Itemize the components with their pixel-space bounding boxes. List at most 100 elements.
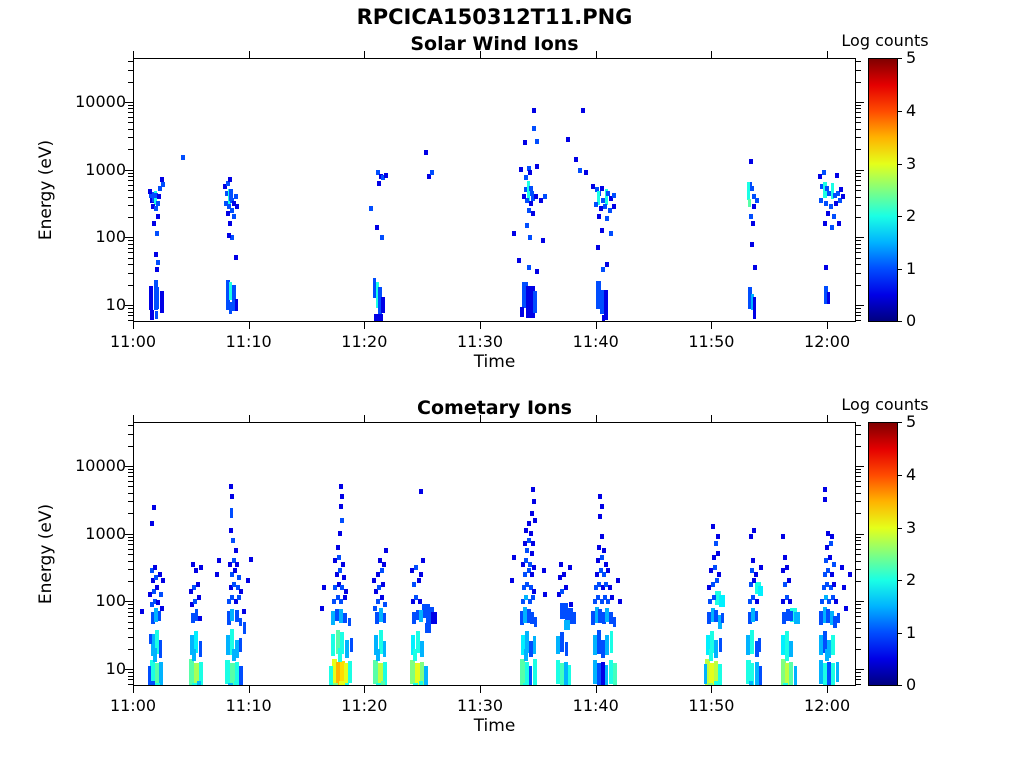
y-minor-tick (856, 122, 861, 124)
data-bin (419, 489, 424, 495)
data-bin (820, 598, 825, 604)
data-bin (784, 649, 789, 662)
data-bin (833, 615, 838, 628)
data-bin (834, 200, 839, 206)
data-bin (752, 578, 757, 584)
data-bin (533, 636, 537, 655)
y-minor-tick (856, 486, 861, 488)
colorbar-tick-label: 4 (906, 100, 917, 120)
data-bin (215, 571, 220, 577)
x-tick (480, 51, 482, 58)
data-bin (369, 206, 374, 212)
colorbar-tick-label: 5 (906, 412, 917, 431)
data-bin (840, 564, 845, 570)
data-bin (611, 192, 616, 198)
data-bin (194, 630, 199, 653)
data-bin (827, 190, 832, 196)
y-tick (856, 237, 864, 239)
data-bin (781, 568, 786, 574)
data-bin (528, 640, 533, 657)
data-bin (198, 615, 203, 621)
data-bin (598, 609, 603, 624)
data-bin (605, 568, 610, 574)
data-bin (332, 682, 338, 685)
y-minor-tick (128, 247, 133, 249)
data-bin (229, 527, 234, 533)
data-bin (826, 568, 831, 574)
data-bin (159, 605, 164, 611)
data-bin (375, 224, 380, 230)
data-bin (154, 251, 159, 257)
data-bin (335, 629, 340, 654)
x-tick (595, 415, 597, 422)
data-bin (191, 613, 196, 624)
data-bin (344, 588, 349, 594)
y-minor-tick (128, 216, 133, 218)
data-bin (228, 585, 233, 591)
data-bin (530, 190, 535, 196)
y-minor-tick (128, 104, 133, 106)
data-bin (419, 571, 424, 577)
data-bin (382, 662, 387, 685)
y-minor-tick (128, 468, 133, 470)
data-bin (233, 255, 238, 261)
data-bin (525, 222, 530, 228)
data-bin (153, 279, 158, 310)
data-bin (703, 664, 707, 685)
data-bin (598, 206, 603, 212)
data-bin (227, 204, 231, 210)
data-bin (373, 635, 378, 656)
data-bin (605, 215, 610, 221)
data-bin (423, 665, 428, 685)
data-bin (216, 558, 221, 564)
y-minor-tick (128, 568, 133, 570)
data-bin (527, 181, 531, 202)
data-bin (819, 197, 824, 203)
data-bin (528, 186, 533, 192)
data-bin (601, 612, 606, 625)
data-bin (565, 136, 570, 142)
data-bin (608, 612, 613, 625)
y-minor-tick (128, 61, 133, 63)
y-minor-tick (128, 257, 133, 259)
data-bin (229, 662, 235, 685)
data-bin (784, 662, 790, 685)
data-bin (156, 287, 160, 310)
data-bin (822, 606, 827, 623)
data-bin (754, 581, 761, 594)
x-axis-label-cometary: Time (473, 716, 516, 736)
data-bin (555, 660, 560, 685)
data-bin (534, 616, 538, 627)
colorbar-tick (898, 685, 902, 686)
data-bin (154, 662, 160, 685)
data-bin (597, 514, 602, 520)
data-bin (555, 636, 560, 655)
data-bin (415, 662, 421, 685)
data-bin (715, 590, 722, 605)
data-bin (524, 630, 529, 653)
data-bin (419, 662, 424, 685)
data-bin (379, 173, 384, 179)
data-bin (229, 628, 234, 655)
data-bin (328, 665, 333, 685)
y-axis-label-solar-wind: Energy (eV) (36, 139, 56, 241)
data-bin (194, 662, 200, 685)
data-bin (718, 638, 722, 653)
data-bin (198, 640, 202, 657)
data-bin (161, 181, 166, 187)
y-axis-label-cometary: Energy (eV) (36, 503, 56, 605)
data-bin (560, 603, 569, 620)
data-bin (604, 188, 608, 205)
data-bin (524, 187, 529, 193)
colorbar-tick (898, 216, 902, 218)
y-minor-tick (128, 679, 133, 681)
data-bin (231, 200, 236, 206)
x-tick (480, 322, 482, 329)
x-tick (364, 415, 366, 422)
data-bin (594, 571, 599, 577)
data-bin (156, 600, 161, 606)
y-minor-tick (856, 501, 861, 503)
data-bin (598, 568, 603, 574)
data-bin (378, 662, 384, 685)
y-tick (856, 465, 864, 467)
